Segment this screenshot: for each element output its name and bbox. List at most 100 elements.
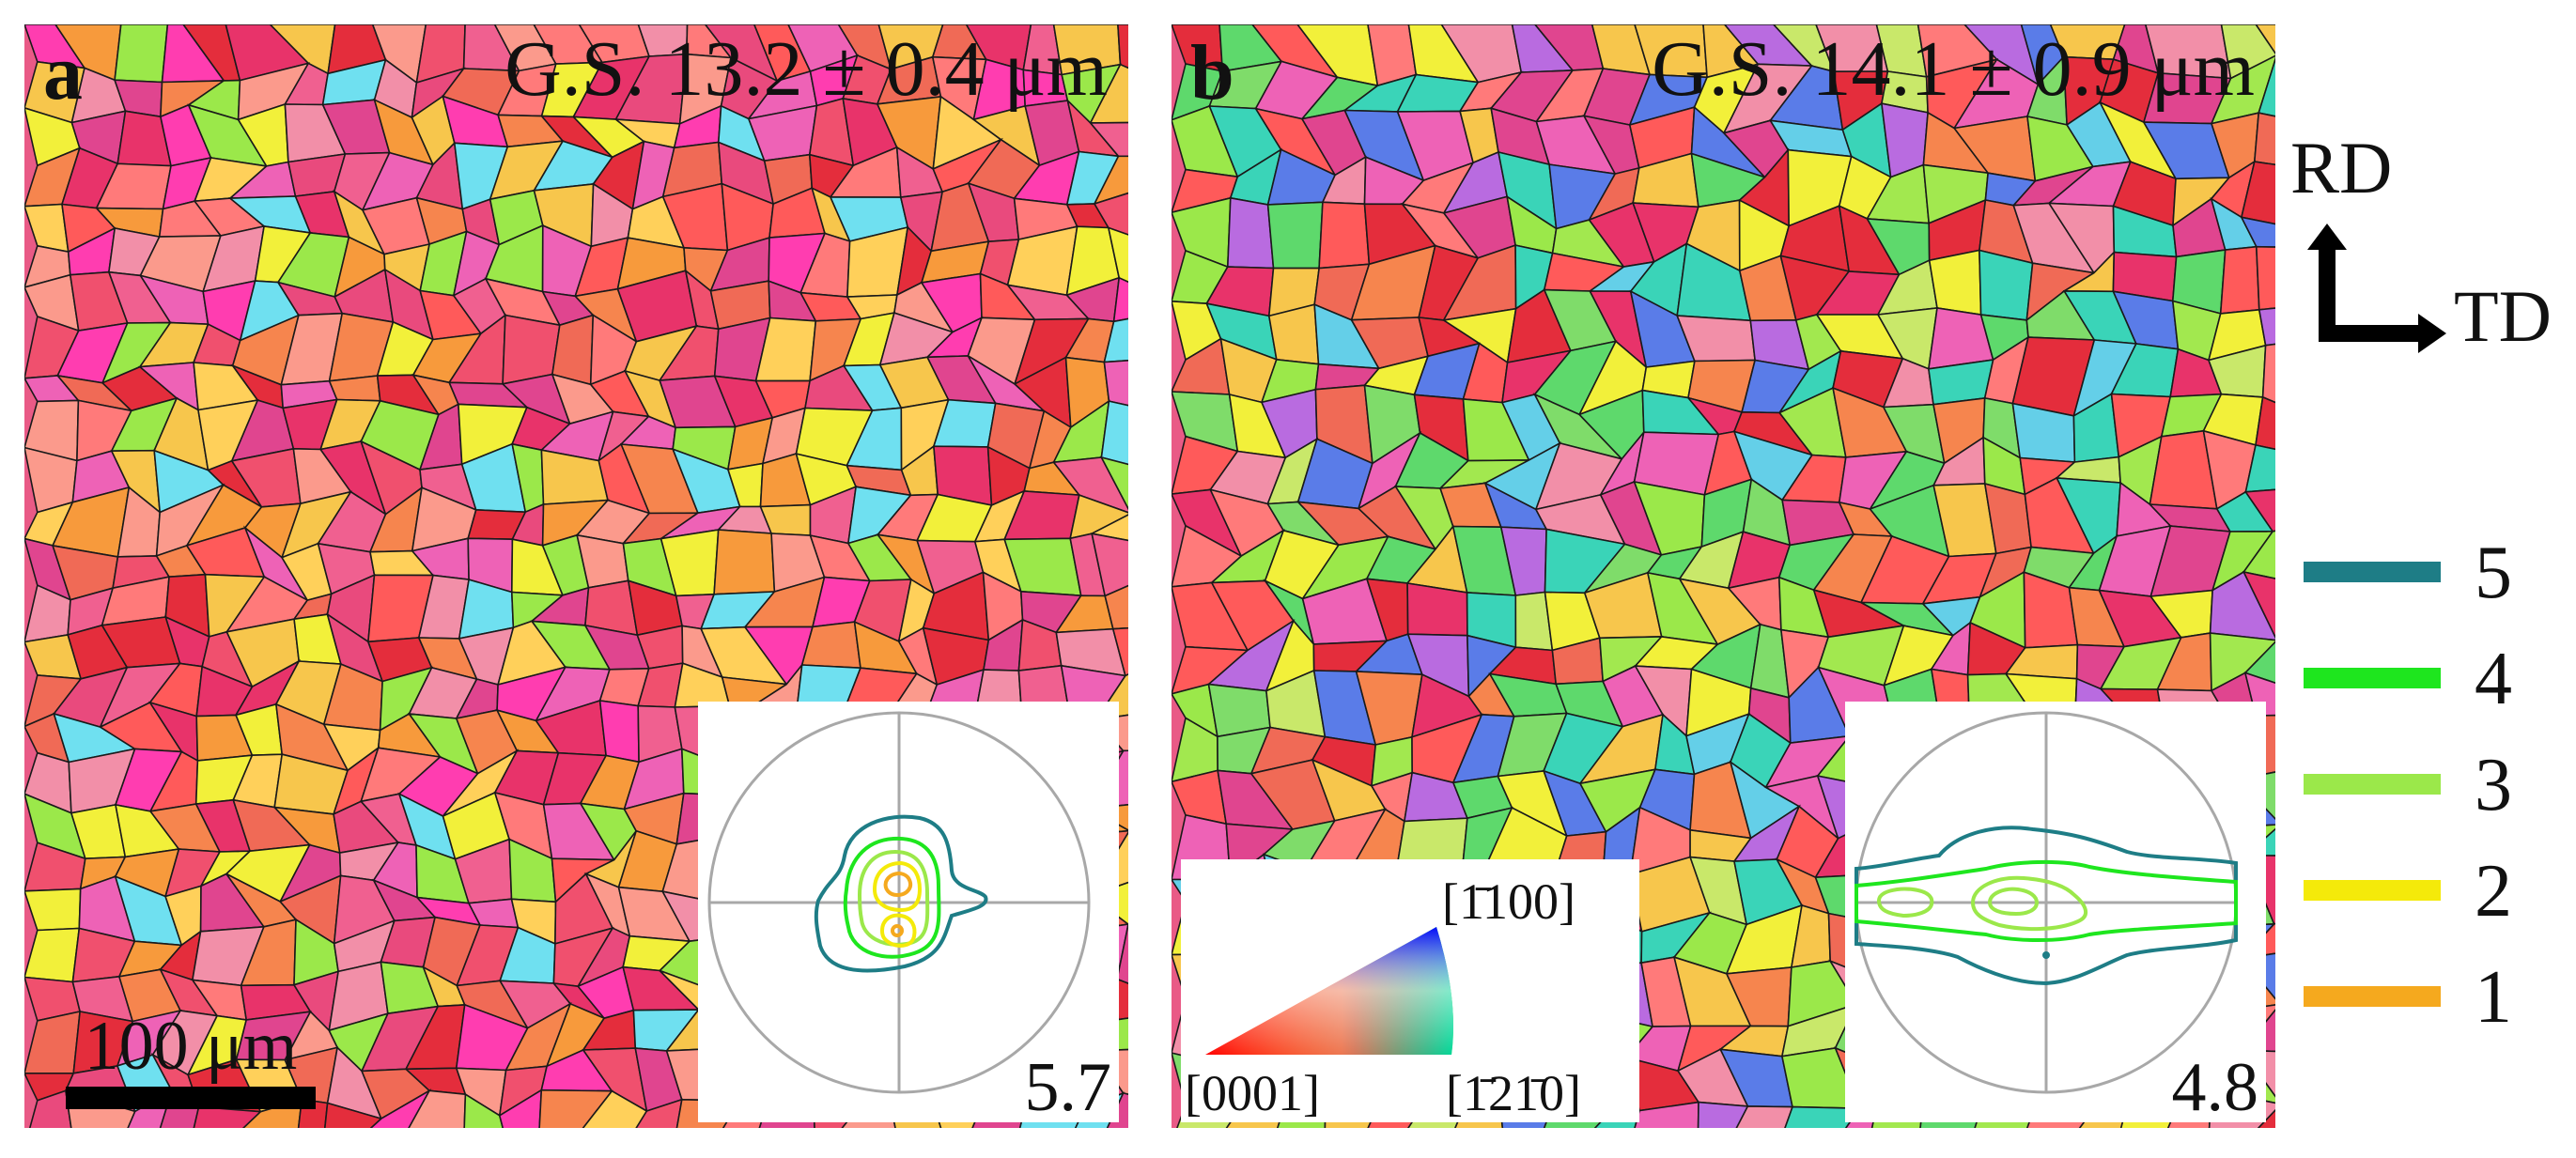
- grain: [2242, 530, 2275, 579]
- legend-label: 3: [2475, 744, 2512, 826]
- ipf-triangle-svg: [1205, 927, 1453, 1055]
- contour-a-3: [857, 849, 930, 947]
- rd-arrow-shaft: [2319, 248, 2335, 342]
- grain: [1107, 226, 1128, 284]
- grain: [408, 1089, 467, 1128]
- grain: [193, 1105, 263, 1128]
- grain: [1634, 1101, 1699, 1128]
- contour-b-3b: [1970, 875, 2088, 932]
- grain: [2258, 307, 2275, 347]
- grain: [1697, 1101, 1749, 1128]
- grain: [2209, 570, 2275, 641]
- contour-a-1b: [891, 924, 904, 937]
- contour-b-3a: [1876, 887, 1934, 919]
- legend-swatch: [2304, 986, 2441, 1007]
- grain: [2255, 24, 2275, 55]
- contour-a-2a: [872, 860, 923, 913]
- grain: [1103, 317, 1128, 363]
- ipf-color-key: [1̄100] [0001] [1̄21̄0]: [1181, 859, 1639, 1122]
- grain: [2257, 1108, 2275, 1128]
- grain: [1052, 456, 1128, 514]
- contour-a-1a: [883, 872, 913, 898]
- grain: [1089, 63, 1128, 124]
- legend-swatch: [2304, 880, 2441, 901]
- grain: [1266, 201, 1324, 270]
- grain: [24, 203, 70, 254]
- contour-b-5: [1854, 826, 2238, 986]
- grain: [2243, 641, 2275, 685]
- grain: [2253, 112, 2275, 166]
- grain: [1226, 196, 1275, 270]
- contour-a-5: [814, 814, 988, 973]
- ebsd-map-panel-b: b G.S. 14.1 ± 0.9 μm: [1172, 24, 2275, 1128]
- panel-letter-b: b: [1190, 29, 1234, 116]
- scale-bar-label: 100 μm: [84, 1008, 298, 1085]
- grain: [713, 529, 776, 595]
- grain: [1093, 155, 1128, 206]
- ebsd-map-panel-a: a G.S. 13.2 ± 0.4 μm 100 μm 5.7: [24, 24, 1128, 1128]
- legend-label: 4: [2475, 638, 2512, 720]
- grain: [2242, 570, 2275, 640]
- grain: [1112, 276, 1128, 323]
- legend-label: 5: [2475, 532, 2512, 614]
- grain: [1088, 121, 1128, 158]
- grain: [328, 375, 381, 402]
- grain: [324, 1102, 383, 1128]
- legend-label: 2: [2475, 850, 2512, 933]
- grain: [2258, 56, 2275, 117]
- grain: [1117, 24, 1128, 69]
- legend-row: 5: [2292, 535, 2555, 641]
- grain: [498, 1089, 543, 1128]
- grain: [598, 700, 640, 764]
- contour-b-3c: [1987, 887, 2040, 917]
- grain: [2243, 488, 2275, 533]
- contour-b-dot: [2042, 951, 2050, 959]
- grain: [1318, 201, 1371, 270]
- rd-arrowhead: [2307, 224, 2347, 250]
- contour-b-4: [1854, 859, 2238, 942]
- grain: [1091, 533, 1128, 597]
- grain: [1784, 1105, 1861, 1128]
- panel-letter-a: a: [43, 29, 83, 116]
- ipf-label-0001: [0001]: [1185, 1065, 1320, 1121]
- grain-size-label-b: G.S. 14.1 ± 0.9 μm: [1652, 25, 2255, 113]
- axes-arrow-icon: [2307, 224, 2446, 353]
- td-arrowhead: [2418, 314, 2446, 353]
- legend-row: 2: [2292, 854, 2555, 960]
- legend-row: 1: [2292, 960, 2555, 1066]
- grain: [369, 1089, 432, 1128]
- grain: [28, 1089, 72, 1128]
- legend-row: 4: [2292, 641, 2555, 748]
- grain: [2220, 24, 2275, 80]
- ipf-label-1100: [1̄100]: [1442, 873, 1575, 930]
- grain: [24, 927, 81, 983]
- grain: [1111, 626, 1128, 677]
- pole-figure-b: 4.8: [1845, 702, 2266, 1122]
- ipf-label-1210: [1̄21̄0]: [1446, 1065, 1581, 1121]
- grain: [1928, 249, 1982, 317]
- contour-a-4: [843, 836, 941, 959]
- grain: [582, 1089, 648, 1128]
- grain: [1099, 455, 1128, 511]
- pole-figure-max-a: 5.7: [1024, 1049, 1112, 1126]
- legend-swatch: [2304, 774, 2441, 795]
- grain: [635, 1098, 683, 1128]
- grain: [2240, 161, 2275, 225]
- grain: [114, 24, 169, 84]
- grain: [1116, 922, 1128, 984]
- grain: [1735, 1105, 1794, 1128]
- axis-label-rd: RD: [2290, 127, 2393, 208]
- grain: [463, 1092, 504, 1128]
- td-arrow-shaft: [2319, 325, 2420, 342]
- legend-swatch: [2304, 562, 2441, 582]
- grain: [1100, 400, 1128, 466]
- grain: [1093, 192, 1128, 236]
- grain: [2244, 443, 2275, 493]
- grain-size-label-a: G.S. 13.2 ± 0.4 μm: [504, 25, 1108, 113]
- pole-figure-b-plot: [1854, 711, 2238, 1094]
- scale-bar: 100 μm: [66, 1011, 316, 1109]
- ipf-triangle-shade: [1205, 927, 1453, 1055]
- grain: [1103, 359, 1128, 407]
- grain: [1104, 584, 1128, 630]
